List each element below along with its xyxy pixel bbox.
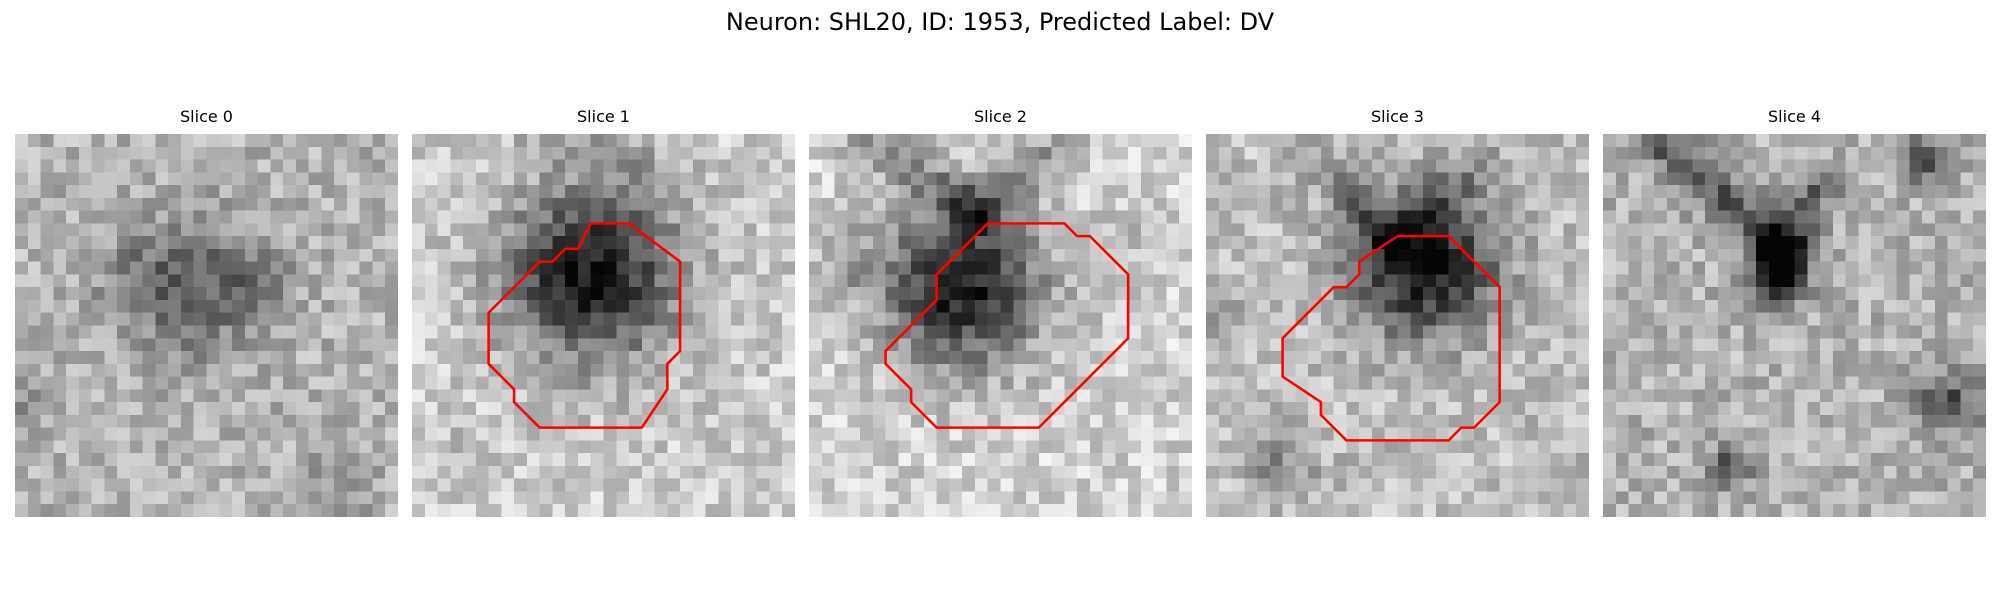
slice-image-3 xyxy=(1206,134,1589,517)
slice-image-4 xyxy=(1603,134,1986,517)
roi-outline xyxy=(487,222,682,429)
slice-panel-3: Slice 3 xyxy=(1206,106,1589,526)
pixel-grid xyxy=(1603,134,1986,517)
slice-title-1: Slice 1 xyxy=(577,107,630,126)
slice-panel-2: Slice 2 xyxy=(809,106,1192,526)
roi-outline xyxy=(884,222,1130,429)
pixel-grid xyxy=(412,134,795,517)
slice-image-0 xyxy=(15,134,398,517)
pixel-grid xyxy=(809,134,1192,517)
slice-title-0: Slice 0 xyxy=(180,107,233,126)
slice-panel-0: Slice 0 xyxy=(15,106,398,526)
slice-panel-1: Slice 1 xyxy=(412,106,795,526)
figure-title: Neuron: SHL20, ID: 1953, Predicted Label… xyxy=(725,8,1275,36)
pixel-grid xyxy=(15,134,398,517)
slice-image-2 xyxy=(809,134,1192,517)
slice-panel-4: Slice 4 xyxy=(1603,106,1986,526)
pixel-grid xyxy=(1206,134,1589,517)
slice-image-1 xyxy=(412,134,795,517)
slice-title-4: Slice 4 xyxy=(1768,107,1821,126)
roi-outline xyxy=(1281,234,1501,442)
slice-title-2: Slice 2 xyxy=(974,107,1027,126)
slice-title-3: Slice 3 xyxy=(1371,107,1424,126)
